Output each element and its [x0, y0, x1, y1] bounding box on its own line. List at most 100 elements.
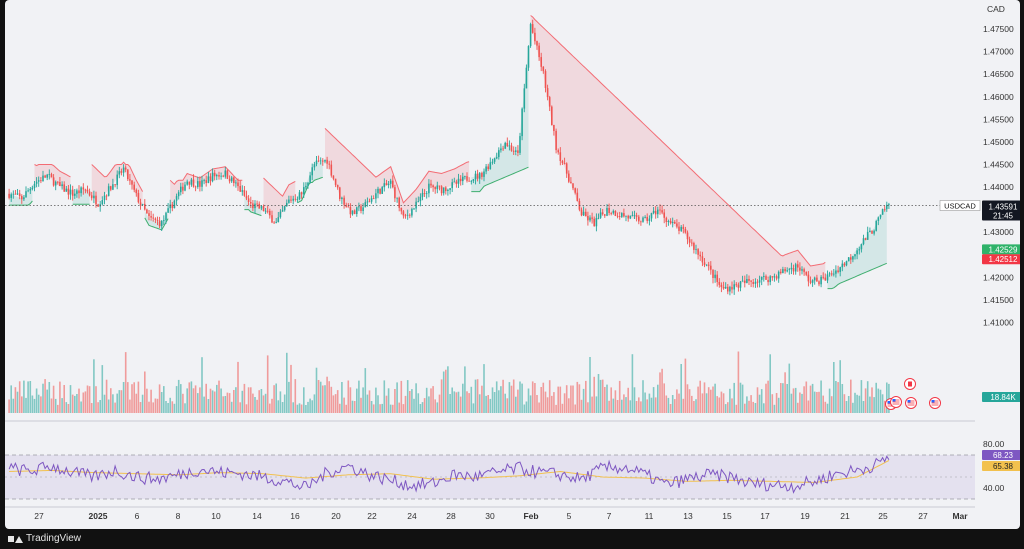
- volume-bar: [835, 381, 837, 413]
- volume-bar: [635, 401, 638, 413]
- volume-bar: [271, 398, 273, 413]
- candle-body: [854, 254, 856, 257]
- candle-body: [351, 210, 354, 215]
- time-tick-label: 27: [34, 511, 44, 521]
- volume-bar: [699, 380, 701, 413]
- volume-bar: [194, 385, 197, 413]
- candle-body: [830, 273, 833, 275]
- candle-body: [470, 181, 473, 182]
- candle-body: [82, 187, 85, 190]
- candle-body: [21, 196, 23, 200]
- volume-bar: [604, 387, 606, 413]
- volume-bar: [455, 392, 458, 413]
- volume-bar: [879, 389, 882, 413]
- candle-body: [644, 217, 646, 218]
- volume-bar: [148, 401, 150, 413]
- volume-tag[interactable]: [982, 392, 1020, 402]
- volume-bar: [389, 404, 392, 413]
- candle-body: [489, 162, 492, 170]
- candle-body: [271, 215, 273, 223]
- tv-logo-icon: [8, 534, 23, 544]
- rsi-ma-tag-text: 65.38: [993, 462, 1014, 471]
- volume-bar: [544, 391, 547, 413]
- candle-body: [78, 190, 80, 194]
- candle-body: [595, 218, 598, 227]
- time-tick-label: 2025: [89, 511, 108, 521]
- volume-bar: [135, 393, 138, 413]
- volume-bar: [860, 380, 863, 413]
- volume-bar: [621, 399, 623, 413]
- candle-body: [536, 41, 538, 46]
- currency-label[interactable]: CAD: [987, 4, 1005, 14]
- us-canton: [892, 399, 896, 402]
- volume-bar: [392, 404, 394, 413]
- candle-body: [364, 202, 367, 208]
- candle-body: [25, 191, 27, 198]
- volume-bar: [542, 382, 545, 413]
- volume-bar: [324, 385, 326, 413]
- volume-bar: [881, 394, 884, 413]
- candle-body: [356, 207, 358, 214]
- candle-body: [423, 193, 426, 194]
- rsi-ma-tag[interactable]: [982, 460, 1020, 471]
- candle-body: [563, 163, 566, 164]
- candle-body: [875, 221, 877, 231]
- volume-bar: [718, 397, 721, 413]
- price-tick-label: 1.46000: [983, 92, 1014, 102]
- volume-bar: [199, 387, 201, 413]
- candle-body: [315, 160, 318, 165]
- candle-body: [86, 189, 89, 192]
- candle-body: [663, 212, 665, 218]
- volume-bar: [724, 404, 727, 413]
- last-price-tag[interactable]: [982, 200, 1020, 221]
- volume-bar: [40, 396, 42, 413]
- supertrend-down-tag[interactable]: [982, 254, 1020, 265]
- candle-body: [665, 217, 668, 222]
- volume-bar: [239, 402, 241, 413]
- candle-body: [565, 163, 568, 174]
- candle-body: [642, 217, 644, 222]
- volume-bar: [97, 402, 99, 413]
- candle-body: [809, 281, 812, 283]
- tradingview-logo[interactable]: TradingView: [8, 533, 81, 544]
- candle-body: [792, 267, 795, 272]
- candle-body: [640, 221, 642, 223]
- candle-body: [283, 206, 286, 211]
- chart-svg[interactable]: 1.47500 1.47000 1.46500 1.46000 1.45500 1.450…: [5, 0, 1020, 529]
- volume-bar: [370, 401, 373, 413]
- volume-bar: [131, 384, 133, 413]
- candle-body: [46, 174, 48, 178]
- rsi-value-tag[interactable]: [982, 449, 1020, 460]
- candle-body: [110, 186, 112, 190]
- candle-body: [269, 210, 271, 216]
- symbol-tag[interactable]: [939, 200, 981, 211]
- candle-body: [852, 256, 854, 260]
- candle-body: [538, 45, 540, 58]
- candle-body: [888, 204, 890, 205]
- candle-body: [794, 264, 797, 272]
- volume-bar: [489, 398, 492, 413]
- candle-body: [648, 218, 651, 221]
- volume-bar: [237, 361, 239, 413]
- candle-body: [775, 276, 778, 279]
- volume-bar: [122, 382, 125, 413]
- candle-body: [322, 160, 324, 162]
- volume-bar: [529, 395, 532, 413]
- volume-bar: [360, 397, 362, 413]
- supertrend-up-tag[interactable]: [982, 244, 1020, 255]
- time-tick-label: Feb: [523, 511, 538, 521]
- volume-bar: [481, 385, 483, 413]
- volume-bar: [809, 385, 812, 413]
- volume-bar: [671, 395, 674, 413]
- supertrend-resist-fill: [34, 164, 71, 193]
- volume-bar: [559, 386, 562, 413]
- candle-body: [222, 175, 224, 177]
- time-tick-label: 24: [407, 511, 417, 521]
- volume-bar: [381, 403, 383, 413]
- candle-body: [122, 167, 125, 173]
- candle-body: [260, 206, 263, 209]
- candle-body: [828, 273, 831, 275]
- candle-body: [625, 215, 627, 217]
- volume-bar: [209, 388, 212, 413]
- volume-bar: [803, 386, 805, 413]
